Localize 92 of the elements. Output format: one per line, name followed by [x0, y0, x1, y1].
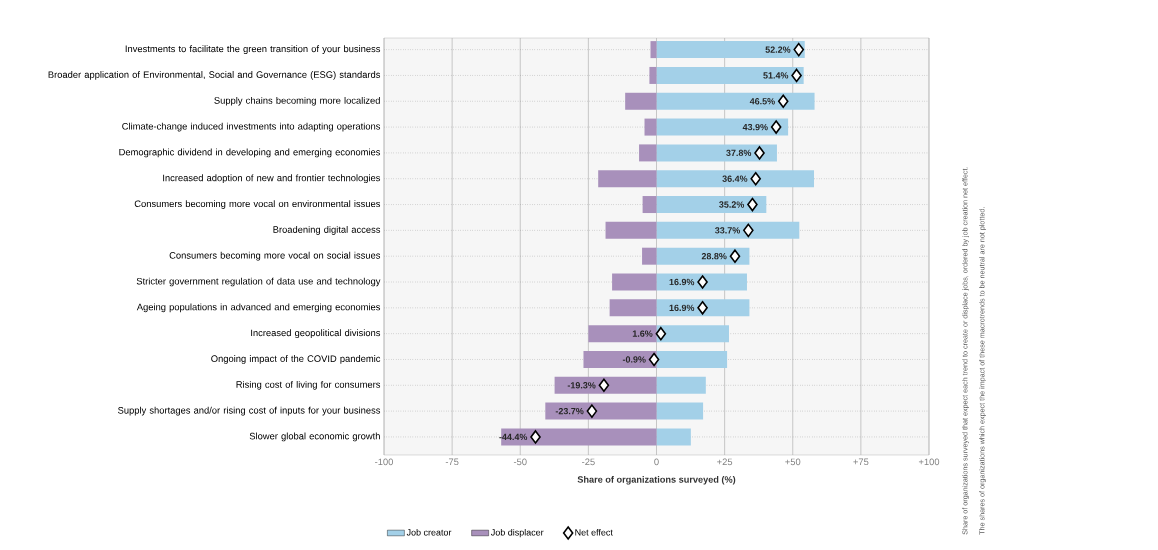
data-label: 28.8% [701, 253, 727, 260]
y-tick-label: Supply shortages and/or rising cost of inputs for your business [118, 406, 381, 416]
bar [501, 428, 657, 446]
y-tick-label: Ongoing impact of the COVID pandemic [211, 355, 381, 364]
x-tick-label: -75 [445, 458, 459, 466]
data-label: 52.2% [765, 46, 791, 53]
x-tick-label: -100 [375, 458, 393, 466]
bar [656, 144, 777, 162]
y-tick-label: Slower global economic growth [249, 432, 380, 442]
y-tick-label: Supply chains becoming more localized [214, 96, 380, 106]
bar [656, 376, 706, 394]
data-label: 16.9% [669, 278, 695, 286]
bar [656, 66, 804, 84]
bar [583, 350, 657, 368]
bar [649, 66, 657, 84]
data-label: 33.7% [715, 227, 740, 234]
bar [656, 118, 789, 136]
x-tick-label: +50 [785, 458, 801, 466]
y-tick-label: Consumers becoming more vocal on environmental issues [134, 200, 381, 209]
bar [642, 196, 657, 214]
x-tick-label: +100 [918, 458, 940, 466]
x-tick-label: -50 [513, 458, 527, 466]
legend-label: Job displacer [490, 528, 544, 538]
data-label: 37.8% [726, 149, 752, 157]
data-label: 16.9% [669, 304, 695, 312]
bar [656, 247, 750, 265]
x-tick-label: 0 [654, 458, 659, 466]
bar [605, 221, 657, 239]
data-label: -0.9% [622, 356, 646, 363]
bar [656, 402, 704, 420]
bar [656, 170, 815, 188]
point [655, 326, 667, 341]
bar [625, 92, 657, 110]
point [530, 430, 541, 444]
bar [656, 92, 815, 110]
bar [598, 170, 657, 188]
data-label: -23.7% [555, 407, 584, 415]
y-tick-label: Investments to facilitate the green transition of your business [125, 45, 381, 54]
point [586, 404, 598, 418]
data-label: 35.2% [719, 201, 745, 208]
data-label: 43.9% [742, 123, 768, 131]
y-tick-label: Ageing populations in advanced and emerging economies [136, 303, 381, 313]
point [793, 42, 805, 57]
bar [656, 428, 691, 446]
bar [554, 376, 657, 394]
bar [656, 273, 747, 291]
data-label: 1.6% [632, 330, 653, 337]
x-tick-label: +75 [853, 458, 869, 466]
y-tick-label: Climate-change induced investments into adapting operations [122, 122, 381, 132]
bar [650, 41, 657, 59]
bar [656, 196, 767, 214]
bar [612, 273, 657, 291]
data-label: 51.4% [763, 72, 789, 79]
bar [642, 247, 657, 265]
y-tick-label: Rising cost of living for consumers [236, 380, 381, 390]
point [770, 120, 782, 134]
y-tick-label: Increased adoption of new and frontier technologies [163, 174, 381, 184]
point [697, 275, 708, 289]
point [754, 146, 765, 160]
point [747, 197, 758, 212]
bar [656, 299, 750, 317]
point [743, 223, 754, 238]
bar [656, 41, 805, 59]
bar [656, 350, 728, 368]
legend-label: Net effect [575, 529, 613, 536]
data-label: 36.4% [722, 175, 748, 182]
bar [545, 402, 657, 420]
y-tick-label: Demographic dividend in developing and emerging economies [119, 148, 381, 158]
point [777, 94, 789, 109]
y-tick-label: Stricter government regulation of data use and technology [136, 277, 381, 287]
point [791, 68, 802, 83]
y-tick-label: Consumers becoming more vocal on social issues [169, 251, 381, 261]
point [729, 249, 741, 263]
x-axis-title: Share of organizations surveyed (%) [577, 476, 736, 485]
y-tick-label: Broadening digital access [273, 226, 381, 235]
point [750, 171, 761, 186]
x-tick-label: +25 [717, 458, 733, 466]
bar [644, 118, 657, 136]
bar [656, 325, 729, 343]
legend-label: Job creator [406, 528, 452, 536]
bar [639, 144, 657, 162]
point [598, 378, 610, 393]
data-label: 46.5% [749, 98, 775, 105]
y-tick-label: Increased geopolitical divisions [251, 329, 381, 339]
data-label: -19.3% [567, 382, 596, 389]
bar [609, 299, 657, 317]
y-tick-label: Broader application of Environmental, Social and Governance (ESG) standards [48, 71, 381, 80]
bar [656, 221, 800, 239]
point [648, 352, 660, 367]
x-tick-label: -25 [582, 458, 595, 466]
point [697, 301, 708, 315]
bar [588, 325, 657, 343]
